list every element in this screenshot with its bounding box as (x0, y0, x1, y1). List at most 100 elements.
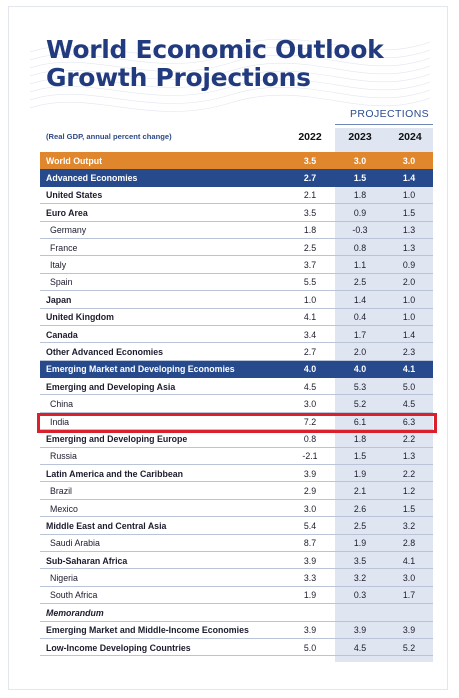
value-cell-2024: 0.9 (402, 260, 416, 271)
row-label: Advanced Economies (46, 173, 138, 184)
value-cell-2024: 2.0 (402, 277, 416, 288)
value-cell-2024: 2.2 (402, 468, 416, 479)
table-row: Sub-Saharan Africa 3.9 3.5 4.1 (40, 552, 433, 570)
value-cell-2022: 3.3 (303, 573, 317, 584)
page-title: World Economic Outlook Growth Projection… (46, 35, 384, 92)
table-row: France 2.5 0.8 1.3 (40, 239, 433, 257)
value-cell-2022: 3.9 (303, 625, 317, 636)
value-cell-2024: 5.2 (402, 642, 416, 653)
value-cell-2023: 1.5 (353, 173, 367, 184)
value-cell-2024: 2.8 (402, 538, 416, 549)
table-row: Memorandum (40, 604, 433, 622)
table-row: United States 2.1 1.8 1.0 (40, 187, 433, 205)
value-cell-2022: 1.0 (303, 294, 317, 305)
row-label: Emerging and Developing Europe (46, 433, 188, 444)
value-cell-2022: 8.7 (303, 538, 317, 549)
row-label: Germany (50, 225, 87, 236)
value-cell-2023: 4.0 (353, 364, 367, 375)
value-cell-2024: 2.3 (402, 346, 416, 357)
india-highlight-box (37, 413, 437, 433)
value-cell-2024: 3.0 (402, 573, 416, 584)
value-cell-2022: 3.9 (303, 468, 317, 479)
value-cell-2023: 1.7 (353, 329, 367, 340)
value-cell-2022: 3.0 (303, 503, 317, 514)
value-cell-2023: 3.2 (353, 573, 367, 584)
value-cell-2022: 0.8 (303, 433, 317, 444)
value-cell-2022: 7.2 (303, 416, 317, 427)
projections-divider (335, 124, 433, 125)
table-row: Brazil 2.9 2.1 1.2 (40, 482, 433, 501)
table-row: China 3.0 5.2 4.5 (40, 395, 433, 414)
value-cell-2023: 1.8 (353, 433, 367, 444)
row-label: Mexico (50, 503, 78, 514)
row-label: World Output (46, 155, 103, 166)
table-row: Emerging and Developing Europe 0.8 1.8 2.2 (40, 430, 433, 449)
table-row: World Output 3.5 3.0 3.0 (40, 152, 433, 170)
value-cell-2023: 4.5 (353, 642, 367, 653)
row-label: Saudi Arabia (50, 538, 100, 549)
value-cell-2024: 3.2 (402, 520, 416, 531)
value-cell-2024: 1.0 (402, 312, 416, 323)
row-label: Middle East and Central Asia (46, 520, 167, 531)
value-cell-2024: 3.0 (402, 155, 416, 166)
row-label: Memorandum (46, 607, 104, 618)
row-label: France (50, 242, 78, 253)
table-row: Advanced Economies 2.7 1.5 1.4 (40, 169, 433, 187)
table-row: South Africa 1.9 0.3 1.7 (40, 587, 433, 605)
value-cell-2024: 1.5 (402, 207, 416, 218)
column-header-2024: 2024 (398, 131, 422, 143)
value-cell-2024: 1.2 (402, 486, 416, 497)
table-row: Latin America and the Caribbean 3.9 1.9 2.2 (40, 465, 433, 483)
table-row: Mexico 3.0 2.6 1.5 (40, 500, 433, 518)
value-cell-2023: 2.0 (353, 346, 367, 357)
value-cell-2022: 3.5 (303, 207, 317, 218)
table-row: Emerging and Developing Asia 4.5 5.3 5.0 (40, 378, 433, 396)
row-label: Russia (50, 451, 77, 462)
value-cell-2023: 5.2 (353, 399, 367, 410)
row-label: Brazil (50, 486, 72, 497)
value-cell-2023: 6.1 (353, 416, 367, 427)
value-cell-2024: 4.1 (402, 364, 416, 375)
value-cell-2022: 2.7 (303, 173, 317, 184)
column-header-2022: 2022 (298, 131, 322, 143)
value-cell-2023: -0.3 (352, 225, 368, 236)
value-cell-2023: 2.5 (353, 277, 367, 288)
value-cell-2022: 3.0 (303, 399, 317, 410)
row-label: Nigeria (50, 573, 78, 584)
value-cell-2022: 2.9 (303, 486, 317, 497)
value-cell-2023: 0.8 (353, 242, 367, 253)
value-cell-2022: 3.9 (303, 555, 317, 566)
value-cell-2022: 3.4 (303, 329, 317, 340)
row-label: United States (46, 190, 103, 201)
row-label: United Kingdom (46, 312, 114, 323)
value-cell-2023: 1.5 (353, 451, 367, 462)
value-cell-2022: 2.1 (303, 190, 317, 201)
row-label: Low-Income Developing Countries (46, 642, 191, 653)
row-label: South Africa (50, 590, 98, 601)
row-label: Latin America and the Caribbean (46, 468, 184, 479)
value-cell-2022: 2.7 (303, 346, 317, 357)
row-label: India (50, 416, 70, 427)
value-cell-2024: 4.5 (402, 399, 416, 410)
value-cell-2024: 3.9 (402, 625, 416, 636)
value-cell-2024: 1.7 (402, 590, 416, 601)
row-label: Other Advanced Economies (46, 346, 163, 357)
value-cell-2022: 1.9 (303, 590, 317, 601)
value-cell-2023: 3.0 (353, 155, 367, 166)
row-label: Sub-Saharan Africa (46, 555, 128, 566)
value-cell-2023: 1.9 (353, 538, 367, 549)
table-row: Emerging Market and Developing Economies… (40, 360, 433, 379)
row-label: Emerging and Developing Asia (46, 381, 176, 392)
value-cell-2024: 1.3 (402, 242, 416, 253)
value-cell-2022: 4.1 (303, 312, 317, 323)
value-cell-2024: 1.0 (402, 190, 416, 201)
table-row: United Kingdom 4.1 0.4 1.0 (40, 309, 433, 327)
value-cell-2024: 4.1 (402, 555, 416, 566)
value-cell-2023: 1.8 (353, 190, 367, 201)
table-row: Russia -2.1 1.5 1.3 (40, 448, 433, 466)
value-cell-2024: 6.3 (402, 416, 416, 427)
row-label: China (50, 399, 73, 410)
value-cell-2023: 2.1 (353, 486, 367, 497)
value-cell-2022: 4.0 (303, 364, 317, 375)
value-cell-2022: 2.5 (303, 242, 317, 253)
